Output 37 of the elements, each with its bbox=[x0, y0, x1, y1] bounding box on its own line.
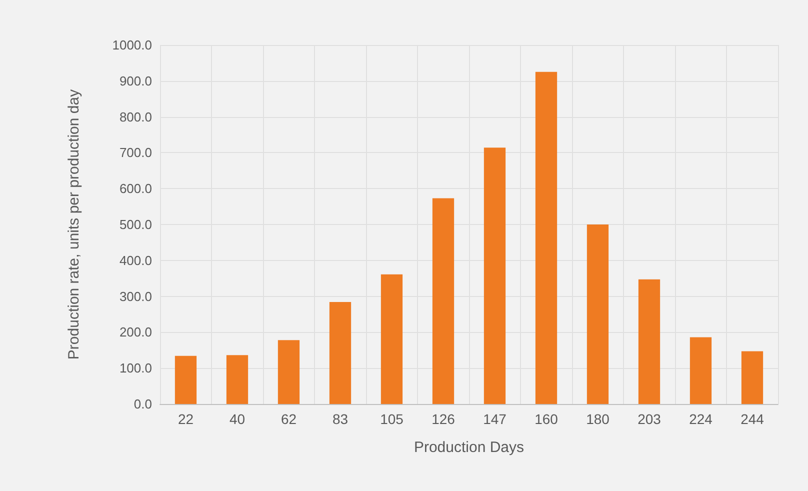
y-tick-label: 700.0 bbox=[119, 145, 152, 160]
bar bbox=[432, 198, 454, 404]
y-tick-label: 0.0 bbox=[134, 396, 152, 412]
y-tick-label: 1000.0 bbox=[112, 38, 152, 52]
x-tick-label: 203 bbox=[638, 411, 662, 427]
x-tick-label: 105 bbox=[380, 411, 404, 427]
bar bbox=[380, 274, 403, 404]
bar bbox=[638, 279, 660, 404]
x-axis-title: Production Days bbox=[414, 439, 524, 456]
x-tick-label: 126 bbox=[432, 411, 456, 427]
y-tick-label: 300.0 bbox=[119, 288, 152, 304]
bar bbox=[174, 356, 197, 404]
bar bbox=[278, 340, 300, 404]
y-tick-label: 400.0 bbox=[119, 252, 152, 268]
bar bbox=[226, 355, 248, 404]
y-axis-title: Production rate, units per production day bbox=[66, 88, 82, 360]
bar bbox=[586, 224, 609, 404]
bar bbox=[535, 72, 558, 404]
bar bbox=[690, 337, 712, 404]
x-tick-label: 62 bbox=[280, 411, 297, 427]
y-tick-label: 100.0 bbox=[119, 360, 152, 376]
y-tick-label: 500.0 bbox=[119, 217, 152, 232]
bar bbox=[741, 351, 764, 404]
x-tick-label: 180 bbox=[586, 411, 610, 427]
y-tick-label: 200.0 bbox=[119, 324, 152, 340]
x-tick-label: 160 bbox=[534, 411, 558, 427]
x-tick-label: 224 bbox=[689, 411, 713, 427]
x-tick-label: 147 bbox=[483, 411, 507, 427]
x-tick-label: 22 bbox=[178, 411, 194, 427]
y-tick-label: 800.0 bbox=[119, 109, 152, 124]
y-tick-label: 600.0 bbox=[119, 181, 152, 196]
bar bbox=[484, 148, 506, 404]
x-tick-label: 244 bbox=[740, 411, 764, 427]
bar bbox=[329, 302, 352, 404]
x-tick-label: 83 bbox=[332, 411, 348, 427]
y-tick-label: 900.0 bbox=[119, 73, 152, 88]
x-tick-label: 40 bbox=[229, 411, 246, 427]
